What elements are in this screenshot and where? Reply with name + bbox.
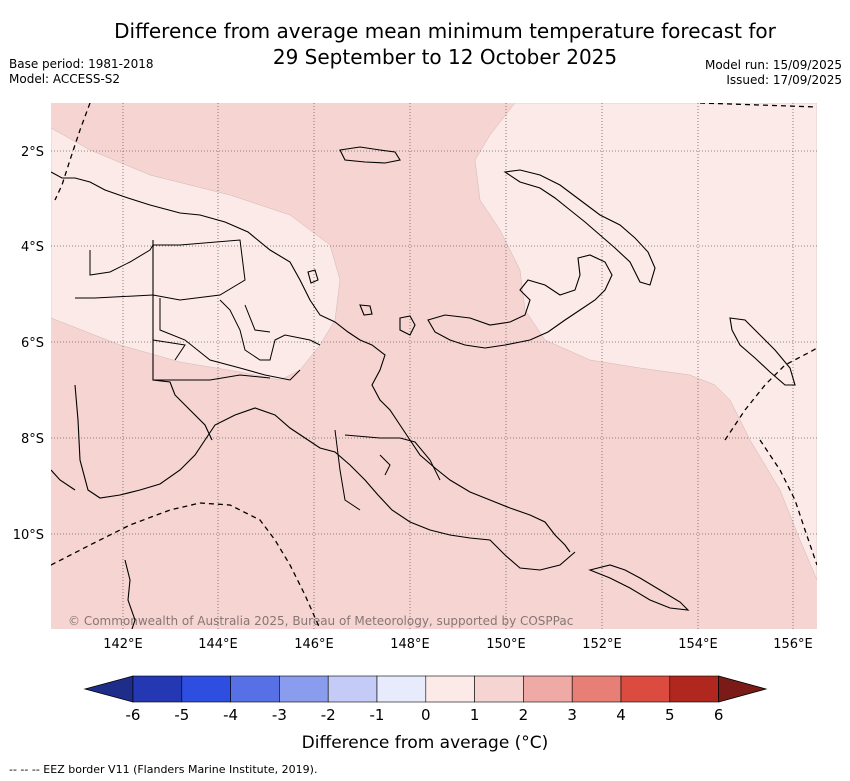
issued-date: Issued: 17/09/2025 — [726, 73, 842, 87]
colorbar-tick-label: 3 — [567, 706, 577, 724]
colorbar-tick-label: 4 — [616, 706, 626, 724]
gridlines — [51, 103, 817, 629]
lon-label-154e: 154°E — [678, 637, 718, 652]
lon-label-142e: 142°E — [103, 637, 143, 652]
new-ireland — [503, 169, 656, 286]
manus-island — [339, 146, 401, 164]
map-area: © Commonwealth of Australia 2025, Bureau… — [51, 103, 817, 629]
colorbar-tick-label: -1 — [370, 706, 385, 724]
model-run: Model run: 15/09/2025 — [704, 58, 842, 72]
karkar-island — [307, 269, 319, 284]
new-britain — [427, 254, 613, 349]
model-name: Model: ACCESS-S2 — [9, 72, 121, 86]
colorbar-tick-label: -2 — [321, 706, 336, 724]
title-line-2: 29 September to 12 October 2025 — [272, 45, 618, 69]
colorbar-tick-label: 6 — [714, 706, 724, 724]
colorbar-segment — [132, 675, 183, 703]
colorbar-segment — [425, 675, 475, 703]
lon-label-144e: 144°E — [198, 637, 238, 652]
title-line-1: Difference from average mean minimum tem… — [114, 19, 776, 43]
base-period: Base period: 1981-2018 — [9, 57, 154, 71]
lon-label-152e: 152°E — [582, 637, 622, 652]
coastlines — [51, 146, 796, 629]
colorbar-tick-label: 2 — [519, 706, 529, 724]
longitude-labels: 142°E 144°E 146°E 148°E 150°E 152°E 154°… — [103, 637, 813, 652]
colorbar-segment — [230, 675, 280, 703]
lon-label-150e: 150°E — [486, 637, 526, 652]
colorbar-tick-label: 0 — [421, 706, 431, 724]
umboi-island — [399, 315, 416, 336]
new-guinea-coast-south — [74, 384, 576, 571]
bougainville — [729, 317, 796, 386]
lon-label-148e: 148°E — [390, 637, 430, 652]
colorbar-tick-label: -5 — [174, 706, 189, 724]
colorbar-segment — [376, 675, 427, 703]
colorbar-tick-label: -6 — [126, 706, 141, 724]
d-entrecasteaux-islands — [588, 564, 690, 611]
new-guinea-coast-north — [51, 171, 571, 553]
lon-label-156e: 156°E — [773, 637, 813, 652]
colorbar-segment — [571, 675, 622, 703]
eez-border — [51, 103, 817, 629]
lat-label-2s: 2°S — [21, 145, 44, 160]
cape-york — [124, 559, 136, 629]
colorbar-tick-label: -3 — [272, 706, 287, 724]
colorbar-segment — [327, 675, 378, 703]
lat-label-10s: 10°S — [13, 528, 44, 543]
long-island — [359, 304, 373, 316]
colorbar-segment — [181, 675, 231, 703]
eez-footnote: -- -- -- EEZ border V11 (Flanders Marine… — [9, 763, 318, 776]
meta-right: Model run: 15/09/2025 Issued: 17/09/2025 — [705, 58, 842, 88]
colorbar-segment — [474, 675, 524, 703]
lat-label-8s: 8°S — [21, 432, 44, 447]
kolepom-coast — [51, 469, 76, 491]
colorbar-tick-label: -4 — [223, 706, 238, 724]
colorbar-segment — [620, 675, 671, 703]
lat-label-6s: 6°S — [21, 336, 44, 351]
colorbar-extend-low — [83, 675, 134, 703]
provincial-borders — [75, 239, 441, 511]
colorbar-tick-label: 1 — [470, 706, 480, 724]
latitude-labels: 2°S 4°S 6°S 8°S 10°S — [13, 145, 44, 543]
copyright-notice: © Commonwealth of Australia 2025, Bureau… — [68, 614, 573, 628]
colorbar-segment — [279, 675, 329, 703]
colorbar-segment — [669, 675, 719, 703]
border-indonesia-png — [152, 240, 213, 441]
colorbar: -6 -5 -4 -3 -2 -1 0 1 2 3 4 5 6 — [83, 675, 768, 724]
colorbar-tick-label: 5 — [665, 706, 675, 724]
colorbar-label: Difference from average (°C) — [301, 733, 549, 753]
colorbar-extend-high — [718, 675, 768, 703]
lon-label-146e: 146°E — [294, 637, 334, 652]
chart-title: Difference from average mean minimum tem… — [80, 18, 810, 70]
lat-label-4s: 4°S — [21, 240, 44, 255]
anomaly-region-0-to-1-northeast — [474, 103, 817, 581]
meta-left: Base period: 1981-2018 Model: ACCESS-S2 — [9, 57, 154, 87]
colorbar-segment — [523, 675, 573, 703]
